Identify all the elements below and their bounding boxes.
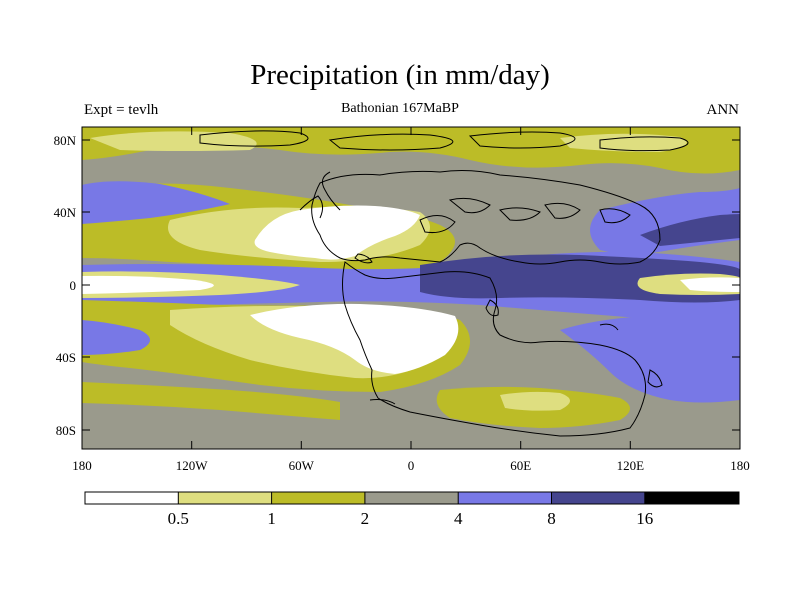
colorbar-swatch [644, 492, 739, 504]
colorbar-label: 8 [547, 509, 556, 528]
colorbar: 0.5 1 2 4 8 16 [84, 491, 740, 528]
colorbar-swatch [271, 492, 365, 504]
colorbar-swatch [178, 492, 272, 504]
lat-tick-labels: 80N 40N 0 40S 80S [54, 133, 77, 438]
colorbar-label: 1 [267, 509, 276, 528]
axis-ticks [81, 127, 741, 449]
lon-tick-label: 120E [617, 458, 645, 473]
colorbar-label: 2 [361, 509, 370, 528]
lon-tick-label: 0 [408, 458, 415, 473]
colorbar-swatch [458, 492, 552, 504]
period-label: Bathonian 167MaBP [341, 101, 459, 116]
colorbar-label: 16 [636, 509, 653, 528]
experiment-label: Expt = tevlh [84, 102, 159, 118]
lon-tick-labels: 180 120W 60W 0 60E 120E 180 [72, 458, 750, 473]
colorbar-swatch [85, 492, 179, 504]
lon-tick-label: 180 [72, 458, 92, 473]
continent-outlines [199, 130, 689, 437]
colorbar-swatch [364, 492, 459, 504]
lon-tick-label: 120W [176, 458, 209, 473]
lon-tick-label: 60E [510, 458, 531, 473]
map-title: Precipitation (in mm/day) [250, 59, 550, 91]
lon-tick-label: 60W [289, 458, 315, 473]
lat-tick-label: 40S [56, 350, 76, 365]
lon-tick-label: 180 [730, 458, 750, 473]
season-label: ANN [706, 102, 740, 118]
colorbar-swatch [551, 492, 645, 504]
colorbar-label: 0.5 [168, 509, 189, 528]
lat-tick-label: 80S [56, 423, 76, 438]
colorbar-label: 4 [454, 509, 463, 528]
precipitation-field [82, 127, 740, 449]
lat-tick-label: 0 [70, 278, 77, 293]
lat-tick-label: 40N [54, 205, 77, 220]
lat-tick-label: 80N [54, 133, 77, 148]
